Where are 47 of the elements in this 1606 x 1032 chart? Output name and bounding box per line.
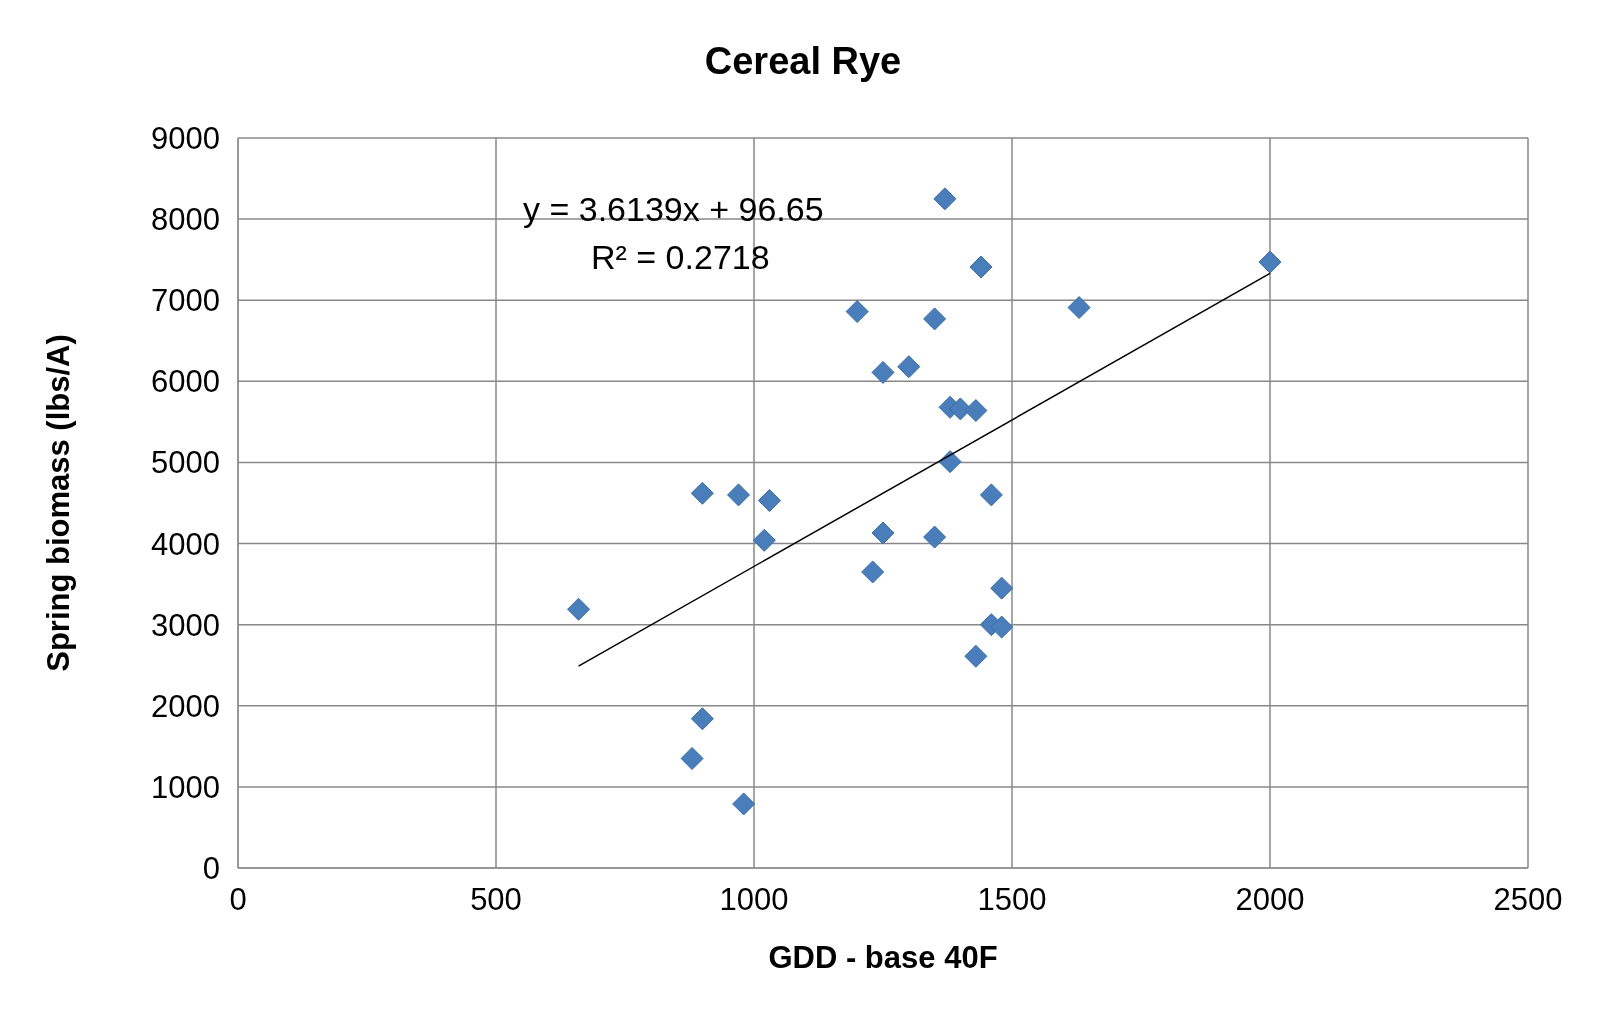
point — [690, 707, 714, 731]
point — [990, 576, 1014, 600]
point — [923, 307, 947, 331]
x-tick-label: 2500 — [1493, 882, 1563, 918]
annotation: R² = 0.2718 — [591, 238, 770, 277]
y-tick-label: 5000 — [151, 445, 220, 481]
point — [938, 450, 962, 474]
y-tick-label: 9000 — [151, 121, 220, 157]
y-tick-label: 0 — [202, 851, 220, 887]
y-tick-label: 2000 — [151, 688, 220, 724]
y-tick-label: 6000 — [151, 364, 220, 400]
chart-title: Cereal Rye — [703, 40, 903, 83]
point — [969, 255, 993, 279]
point — [964, 644, 988, 668]
point — [727, 483, 751, 507]
point — [752, 528, 776, 552]
x-tick-label: 2000 — [1235, 882, 1305, 918]
x-tick-label: 500 — [470, 882, 522, 918]
point — [933, 187, 957, 211]
point — [871, 360, 895, 384]
point — [990, 615, 1014, 639]
x-axis-title: GDD - base 40F — [768, 940, 998, 975]
point — [757, 489, 781, 513]
y-tick-label: 4000 — [151, 526, 220, 562]
y-tick-label: 1000 — [151, 769, 220, 805]
point — [897, 355, 921, 379]
point — [680, 747, 704, 770]
point — [979, 483, 1003, 507]
point — [861, 560, 885, 584]
point — [1067, 296, 1091, 320]
point — [871, 521, 895, 545]
y-tick-label: 7000 — [151, 283, 220, 319]
annotation: y = 3.6139x + 96.65 — [523, 190, 824, 229]
point — [948, 397, 972, 421]
point — [845, 300, 869, 324]
point — [964, 399, 988, 423]
point — [732, 792, 756, 816]
x-tick-label: 0 — [229, 882, 247, 918]
y-tick-label: 8000 — [151, 202, 220, 238]
point — [567, 597, 591, 621]
x-tick-label: 1000 — [719, 882, 789, 918]
point — [1258, 250, 1282, 274]
x-tick-label: 1500 — [977, 882, 1047, 918]
point — [690, 481, 714, 505]
y-axis-title: Spring biomass (lbs/A) — [41, 334, 77, 672]
point — [923, 525, 947, 549]
y-tick-label: 3000 — [151, 607, 220, 643]
